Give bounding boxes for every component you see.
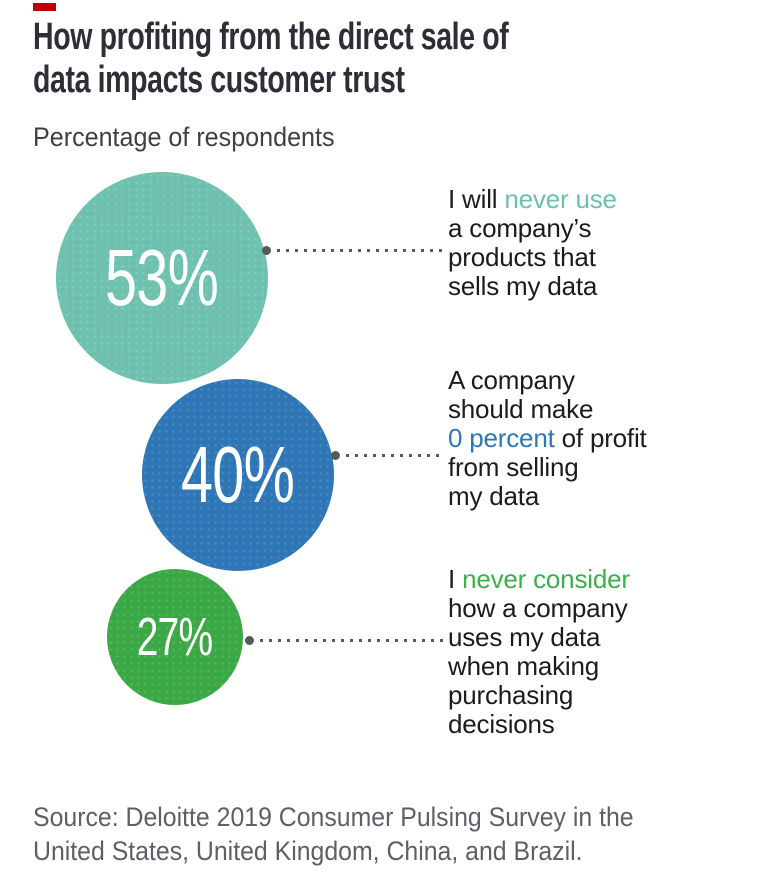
connector-line-53: [271, 249, 444, 252]
bubble-value-53: 53%: [105, 233, 219, 322]
source-line-2: United States, United Kingdom, China, an…: [33, 836, 583, 866]
label-text: A company should make: [448, 365, 594, 424]
red-accent-dash: [33, 3, 56, 11]
label-text: of profit from selling my data: [448, 423, 647, 511]
bubble-label-53: I will never use a company’s products th…: [448, 185, 758, 301]
bubble-circle-27: 27%: [107, 569, 243, 705]
bubble-value-27: 27%: [137, 607, 213, 667]
bubble-label-40: A company should make 0 percent of profi…: [448, 366, 758, 511]
label-highlight: 0 percent: [448, 423, 555, 453]
source-line-1: Source: Deloitte 2019 Consumer Pulsing S…: [33, 802, 634, 832]
label-highlight: never consider: [462, 564, 630, 594]
label-text: a company’s products that sells my data: [448, 213, 598, 301]
label-highlight: never use: [504, 184, 617, 214]
chart-title: How profiting from the direct sale of da…: [33, 16, 509, 101]
connector-dot-53: [262, 246, 271, 255]
label-text: how a company uses my data when making p…: [448, 593, 628, 739]
bubble-circle-53: 53%: [56, 172, 268, 384]
chart-subtitle: Percentage of respondents: [33, 122, 335, 152]
label-text: I: [448, 564, 463, 594]
bubble-value-40: 40%: [181, 430, 295, 519]
connector-line-40: [340, 454, 444, 457]
bubble-circle-40: 40%: [142, 379, 334, 571]
connector-dot-40: [331, 451, 340, 460]
bubble-label-27: I never consider how a company uses my d…: [448, 565, 758, 739]
label-text: I will: [448, 184, 505, 214]
source-note: Source: Deloitte 2019 Consumer Pulsing S…: [33, 800, 634, 868]
connector-line-27: [254, 639, 444, 642]
connector-dot-27: [245, 636, 254, 645]
